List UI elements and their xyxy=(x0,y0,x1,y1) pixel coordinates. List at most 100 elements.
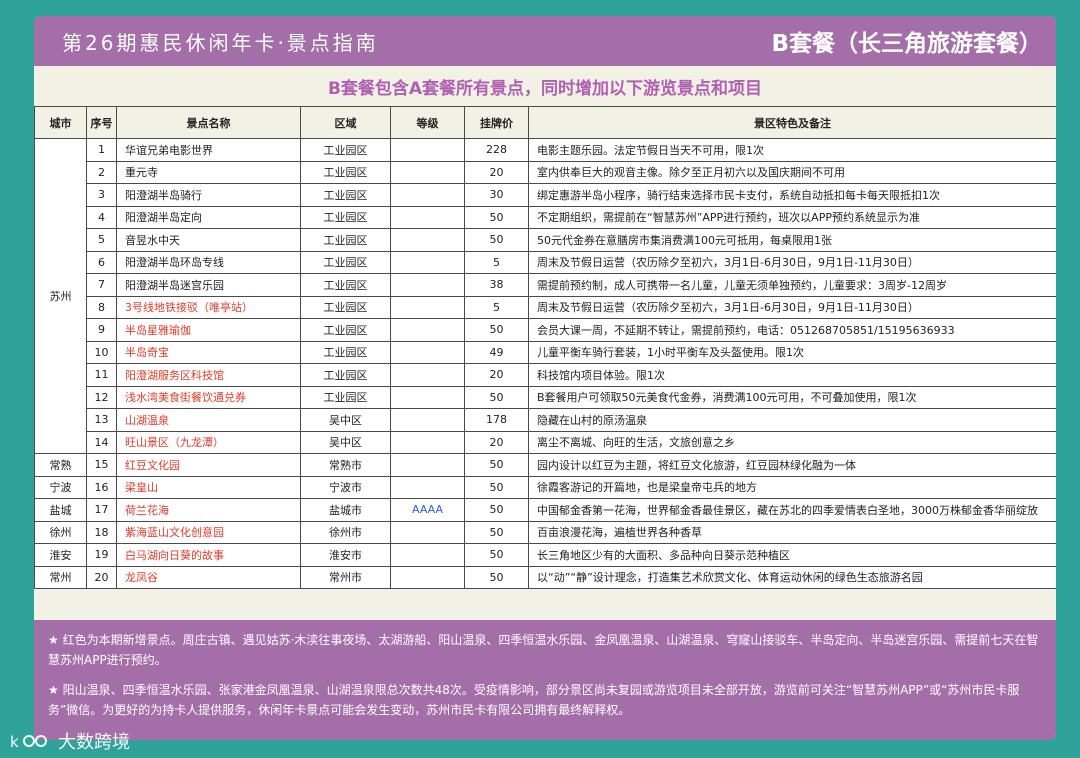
cell-name: 半岛星雅瑜伽 xyxy=(116,318,301,342)
col-name: 景点名称 xyxy=(116,106,301,139)
cell-level xyxy=(390,543,465,567)
cell-name: 重元寺 xyxy=(116,160,301,184)
table-row: 12 浅水湾美食街餐饮通兑券 工业园区 50 B套餐用户可领取50元美食代金券，消费满1… xyxy=(35,385,1056,409)
cell-name: 半岛奇宝 xyxy=(116,340,301,364)
cell-area: 工业园区 xyxy=(300,385,391,409)
cell-level xyxy=(390,205,465,229)
table-row: 2 重元寺 工业园区 20 室内供奉巨大的观音主像。除夕至正月初六以及国庆期间不可用 xyxy=(35,160,1056,184)
cell-level xyxy=(390,295,465,319)
cell-price: 228 xyxy=(464,138,529,162)
watermark: k 大数跨境 xyxy=(10,728,130,754)
col-level: 等级 xyxy=(390,106,465,139)
cell-area: 工业园区 xyxy=(300,160,391,184)
cell-area: 工业园区 xyxy=(300,318,391,342)
cell-area: 常熟市 xyxy=(300,453,391,477)
cell-area: 工业园区 xyxy=(300,205,391,229)
cell-price: 20 xyxy=(464,160,529,184)
cell-name: 阳澄湖半岛环岛专线 xyxy=(116,250,301,274)
cell-area: 吴中区 xyxy=(300,408,391,432)
cell-no: 2 xyxy=(86,160,117,184)
package-title: B套餐（长三角旅游套餐） xyxy=(771,31,1042,57)
cell-price: 50 xyxy=(464,205,529,229)
watermark-text: 大数跨境 xyxy=(58,732,130,753)
cell-price: 5 xyxy=(464,295,529,319)
table-row: 盐城 17 荷兰花海 盐城市 AAAA 50 中国郁金香第一花海，世界郁金香最佳景区，藏在苏… xyxy=(34,498,1056,522)
cell-level xyxy=(390,318,465,342)
svg-text:k: k xyxy=(10,733,19,751)
table-row: 3 阳澄湖半岛骑行 工业园区 30 绑定惠游半岛小程序，骑行结束选择市民卡支付，系统自动… xyxy=(35,183,1056,207)
table-row: 8 3号线地铁接驳（唯亭站） 工业园区 5 周末及节假日运营（农历除夕至初六，3月1日-… xyxy=(35,295,1056,319)
cell-name: 红豆文化园 xyxy=(116,453,301,477)
cell-no: 8 xyxy=(86,295,117,319)
cell-level xyxy=(390,340,465,364)
cell-city: 苏州 xyxy=(34,138,87,454)
cell-note: 周末及节假日运营（农历除夕至初六，3月1日-6月30日，9月1日-11月30日） xyxy=(528,295,1056,319)
cell-no: 17 xyxy=(86,498,117,522)
table-row: 11 阳澄湖服务区科技馆 工业园区 20 科技馆内项目体验。限1次 xyxy=(35,363,1056,387)
table-row: 徐州 18 紫海蓝山文化创意园 徐州市 50 百亩浪漫花海，遍植世界各种香草 xyxy=(34,520,1056,544)
cell-note: 隐藏在山村的原汤温泉 xyxy=(528,408,1056,432)
cell-price: 50 xyxy=(464,453,529,477)
cell-price: 50 xyxy=(464,475,529,499)
table-row: 5 音昱水中天 工业园区 50 50元代金券在意膳房市集消费满100元可抵用，每桌限用1… xyxy=(35,228,1056,252)
cell-note: B套餐用户可领取50元美食代金券，消费满100元可用，不可叠加使用，限1次 xyxy=(528,385,1056,409)
cell-city: 宁波 xyxy=(34,475,87,499)
cell-area: 吴中区 xyxy=(300,430,391,454)
cell-no: 12 xyxy=(86,385,117,409)
cell-price: 50 xyxy=(464,543,529,567)
cell-level xyxy=(390,565,465,589)
cell-note: 50元代金券在意膳房市集消费满100元可抵用，每桌限用1张 xyxy=(528,228,1056,252)
cell-no: 9 xyxy=(86,318,117,342)
cell-note: 园内设计以红豆为主题，将红豆文化旅游，红豆园林绿化融为一体 xyxy=(528,453,1056,477)
cell-area: 盐城市 xyxy=(300,498,391,522)
cell-no: 18 xyxy=(86,520,117,544)
cell-no: 10 xyxy=(86,340,117,364)
cell-note: 需提前预约制，成人可携带一名儿童，儿童无须单独预约，儿童要求：3周岁-12周岁 xyxy=(528,273,1056,297)
cell-note: 儿童平衡车骑行套装，1小时平衡车及头盔使用。限1次 xyxy=(528,340,1056,364)
cell-price: 50 xyxy=(464,318,529,342)
table-row: 常熟 15 红豆文化园 常熟市 50 园内设计以红豆为主题，将红豆文化旅游，红豆园林绿化融… xyxy=(34,453,1056,477)
cell-note: 会员大课一周，不延期不转让，需提前预约，电话：051268705851/1519… xyxy=(528,318,1056,342)
col-no: 序号 xyxy=(86,106,117,139)
cell-level xyxy=(390,430,465,454)
cell-city: 常州 xyxy=(34,565,87,589)
cell-name: 阳澄湖半岛迷宫乐园 xyxy=(116,273,301,297)
cell-note: 室内供奉巨大的观音主像。除夕至正月初六以及国庆期间不可用 xyxy=(528,160,1056,184)
cell-area: 工业园区 xyxy=(300,363,391,387)
cell-name: 梁皇山 xyxy=(116,475,301,499)
cell-level xyxy=(390,228,465,252)
page-title: 第26期惠民休闲年卡·景点指南 xyxy=(62,30,379,55)
cell-area: 工业园区 xyxy=(300,138,391,162)
table-row: 7 阳澄湖半岛迷宫乐园 工业园区 38 需提前预约制，成人可携带一名儿童，儿童无须单独预… xyxy=(35,273,1056,297)
cell-level: AAAA xyxy=(390,498,465,522)
cell-note: 离尘不离城、向旺的生活，文旅创意之乡 xyxy=(528,430,1056,454)
cell-price: 49 xyxy=(464,340,529,364)
cell-name: 紫海蓝山文化创意园 xyxy=(116,520,301,544)
cell-price: 50 xyxy=(464,498,529,522)
table-header-row: 城市 序号 景点名称 区域 等级 挂牌价 景区特色及备注 xyxy=(34,106,1056,139)
cell-no: 19 xyxy=(86,543,117,567)
cell-no: 16 xyxy=(86,475,117,499)
table-row: 9 半岛星雅瑜伽 工业园区 50 会员大课一周，不延期不转让，需提前预约，电话：0512… xyxy=(35,318,1056,342)
watermark-logo-icon: k xyxy=(10,733,47,751)
table-row: 14 旺山景区（九龙潭） 吴中区 20 离尘不离城、向旺的生活，文旅创意之乡 xyxy=(35,430,1056,454)
cell-no: 7 xyxy=(86,273,117,297)
cell-name: 龙凤谷 xyxy=(116,565,301,589)
cell-price: 30 xyxy=(464,183,529,207)
cell-level xyxy=(390,520,465,544)
cell-city: 常熟 xyxy=(34,453,87,477)
cell-name: 阳澄湖半岛骑行 xyxy=(116,183,301,207)
guide-card: 第26期惠民休闲年卡·景点指南 B套餐（长三角旅游套餐） B套餐包含A套餐所有景… xyxy=(34,16,1056,740)
cell-name: 阳澄湖半岛定向 xyxy=(116,205,301,229)
cell-no: 6 xyxy=(86,250,117,274)
cell-name: 白马湖向日葵的故事 xyxy=(116,543,301,567)
cell-name: 音昱水中天 xyxy=(116,228,301,252)
cell-note: 绑定惠游半岛小程序，骑行结束选择市民卡支付，系统自动抵扣每卡每天限抵扣1次 xyxy=(528,183,1056,207)
cell-area: 淮安市 xyxy=(300,543,391,567)
table-row: 淮安 19 白马湖向日葵的故事 淮安市 50 长三角地区少有的大面积、多品种向日葵示范种植… xyxy=(34,543,1056,567)
cell-no: 15 xyxy=(86,453,117,477)
cell-area: 工业园区 xyxy=(300,183,391,207)
cell-level xyxy=(390,385,465,409)
cell-area: 常州市 xyxy=(300,565,391,589)
cell-level xyxy=(390,138,465,162)
